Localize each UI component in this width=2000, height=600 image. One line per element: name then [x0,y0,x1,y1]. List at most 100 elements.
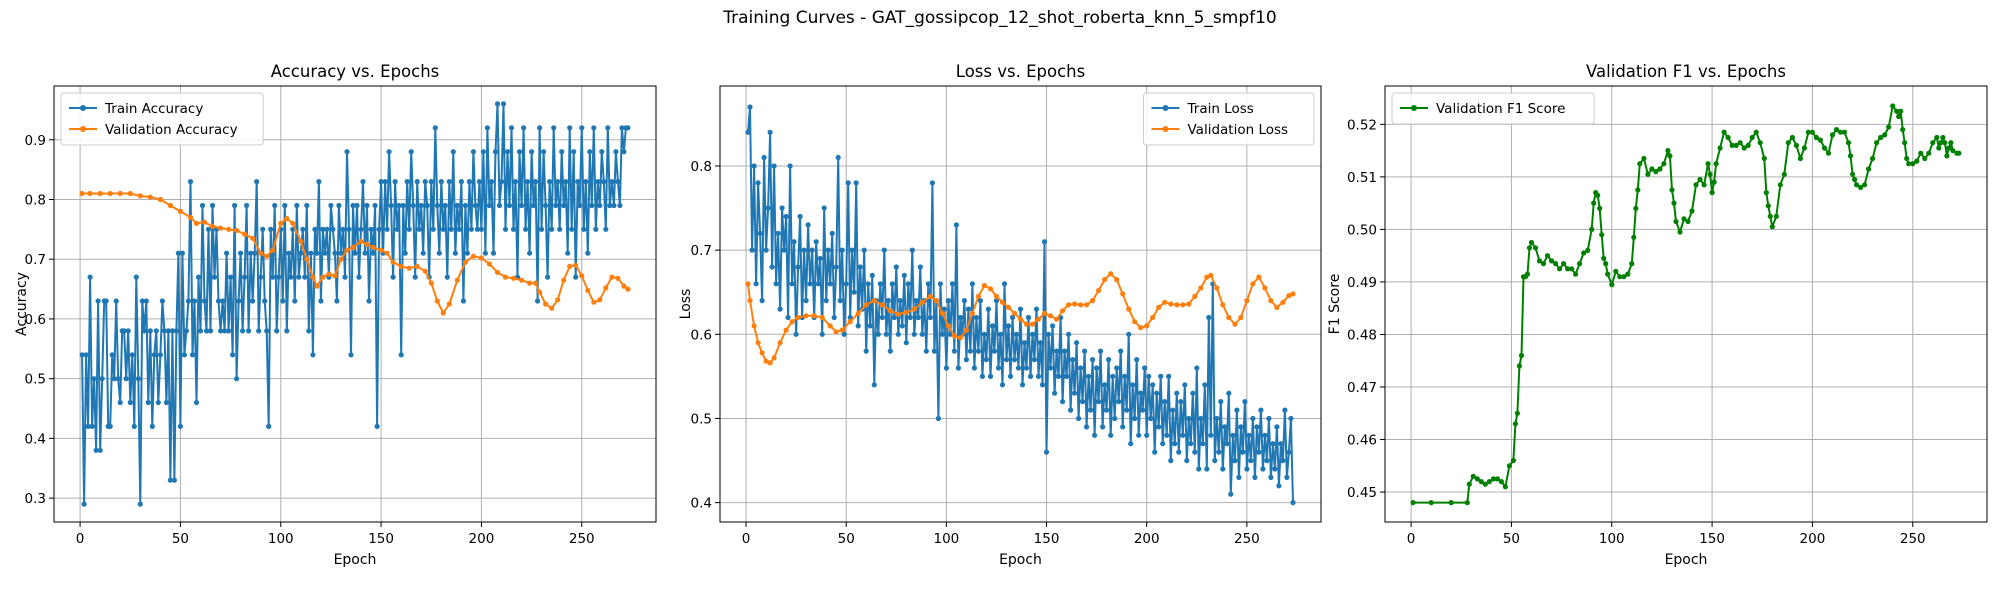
data-point [881,247,887,253]
data-point [416,226,422,232]
data-point [1140,407,1146,413]
data-point [573,274,579,280]
data-point [939,331,946,337]
data-point [1470,473,1476,479]
data-point [1124,407,1130,413]
data-point [935,415,942,422]
data-point [1172,441,1178,447]
data-point [336,202,342,209]
data-point [1597,205,1603,211]
data-point [207,328,214,334]
data-point [1222,424,1228,430]
data-point [1677,229,1683,235]
data-point [1023,321,1030,327]
data-point [1635,187,1641,193]
data-point [1216,449,1222,455]
data-point [1252,474,1258,480]
data-point [839,327,845,333]
data-point [1900,127,1906,133]
data-point [1114,365,1120,371]
data-point [466,179,472,185]
data-point [310,352,316,358]
y-tick-label: 0.8 [691,159,712,175]
data-point [521,125,527,131]
data-point [819,314,825,321]
data-point [1128,441,1134,447]
data-point [344,149,350,155]
data-point [1290,500,1296,506]
data-point [999,382,1006,388]
data-point [1076,415,1082,422]
data-point [607,202,613,209]
data-point [440,226,446,232]
data-point [1589,226,1595,232]
data-point [1926,150,1932,156]
data-point [887,348,893,354]
x-tick-label: 100 [1599,531,1625,547]
data-point [1833,127,1840,133]
data-point [400,202,406,209]
data-point [89,423,95,429]
data-point [969,310,976,316]
data-point [569,226,575,232]
data-point [833,329,839,335]
data-point [1268,298,1274,304]
data-point [613,149,619,155]
data-point [751,163,757,169]
data-point [555,297,561,303]
data-point [1950,148,1956,154]
data-point [771,355,777,361]
data-point [1705,161,1711,167]
data-point [751,323,757,329]
data-point [1685,218,1691,225]
data-point [262,298,268,304]
data-point [1084,302,1090,308]
data-point [773,281,779,287]
data-point [1841,129,1848,135]
data-point [354,202,360,209]
data-point [1244,466,1250,472]
data-point [406,265,412,271]
data-point [139,298,145,304]
data-point [1498,479,1504,485]
data-point [1633,205,1639,211]
data-point [615,179,621,185]
legend-box [1391,92,1595,125]
data-point [903,340,909,346]
data-point [1166,373,1172,379]
data-point [1681,216,1687,222]
data-point [1011,357,1018,363]
data-point [1170,407,1176,413]
x-tick-label: 250 [1900,531,1926,547]
data-point [137,193,143,199]
x-tick-label: 150 [1034,531,1060,547]
data-point [131,423,137,429]
data-point [484,125,490,131]
data-point [218,328,224,334]
y-tick-label: 0.5 [25,372,46,388]
data-point [494,269,501,275]
data-point [1060,399,1066,405]
data-point [915,314,921,321]
data-point [1852,176,1858,183]
data-point [871,382,877,388]
data-point [1494,476,1500,482]
data-point [472,202,478,209]
data-point [127,399,133,406]
data-point [1709,190,1715,196]
data-point [777,340,783,346]
x-tick-label: 0 [76,531,85,547]
data-point [1062,348,1068,354]
data-point [1603,261,1609,267]
data-point [1944,153,1950,159]
data-point [1196,466,1202,472]
data-point [1845,140,1852,146]
data-point [1025,314,1032,321]
data-point [163,399,169,406]
data-point [99,376,105,382]
data-point [595,179,601,185]
data-point [1898,108,1904,114]
data-point [579,273,585,279]
data-point [478,226,484,232]
